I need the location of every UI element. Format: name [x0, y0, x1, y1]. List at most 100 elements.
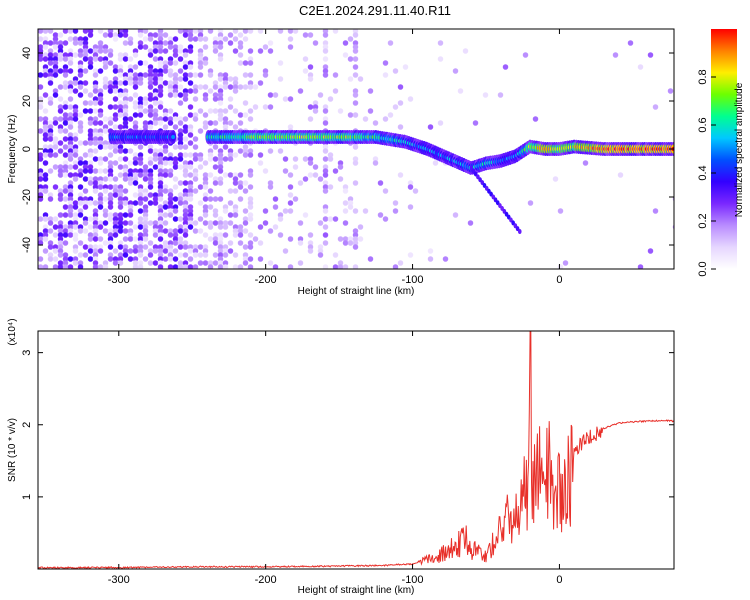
spectrogram-cell: [222, 204, 229, 210]
spectrogram-cell: [72, 40, 79, 46]
spectrogram-cell: [112, 64, 119, 70]
spectrogram-cell: [162, 248, 169, 254]
spectrogram-cell: [177, 264, 184, 269]
spectrogram-cell: [612, 52, 619, 58]
spectrogram-cell: [52, 184, 59, 190]
spectrogram-cell: [217, 92, 224, 98]
spectrogram-cell: [77, 156, 84, 162]
spectrogram-cell: [342, 236, 349, 242]
spectrogram-cell: [202, 204, 209, 210]
spectrogram-cell: [322, 116, 329, 122]
spectrogram-cell: [87, 148, 94, 154]
spectrogram-cell: [137, 216, 144, 222]
spectrogram-cell: [162, 212, 169, 218]
spectrogram-cell: [87, 236, 94, 242]
spectrogram-cell: [147, 112, 154, 118]
spectrogram-cell: [52, 44, 59, 50]
spectrogram-cell: [57, 128, 64, 134]
spectrogram-cell: [307, 160, 314, 166]
spectrogram-cell: [177, 200, 184, 206]
spectrogram-cell: [87, 128, 94, 134]
spectrogram-cell: [52, 152, 59, 158]
spectrogram-cell: [247, 200, 254, 206]
spectrogram-cell: [42, 116, 49, 122]
spectrogram-cell: [57, 228, 64, 234]
spectrogram-cell: [217, 224, 224, 230]
spectrogram-cell: [132, 84, 139, 90]
spectrogram-cell: [227, 172, 234, 178]
spectrogram-cell: [87, 160, 94, 166]
spectrogram-cell: [97, 140, 104, 146]
spectrogram-cell: [67, 200, 74, 206]
spectrogram-cell: [152, 260, 159, 266]
spectrogram-cell: [247, 80, 254, 86]
spectrogram-cell: [212, 260, 219, 266]
spectrogram-cell: [132, 80, 139, 86]
colorbar-tick-label: 0.8: [697, 69, 709, 84]
spectrogram-cell: [357, 76, 364, 82]
spectrogram-cell: [97, 236, 104, 242]
spectrogram-cell: [307, 76, 314, 82]
spectrogram-cell: [132, 52, 139, 58]
spectrogram-cell: [197, 152, 204, 158]
spectrogram-cell: [197, 156, 204, 162]
spectrogram-cell: [62, 56, 69, 62]
spectrogram-cell: [352, 56, 359, 62]
spectrogram-cell: [67, 212, 74, 218]
spectrogram-cell: [112, 192, 119, 198]
spectrogram-cell: [247, 56, 254, 62]
spectrogram-cell: [232, 228, 239, 234]
spectrogram-cell: [222, 252, 229, 258]
spectrogram-cell: [117, 184, 124, 190]
spectrogram-cell: [167, 36, 174, 42]
spectrogram-cell: [352, 244, 359, 250]
spectrogram-cell: [242, 29, 249, 34]
spectrogram-cell: [177, 144, 184, 150]
spectrogram-cell: [77, 72, 84, 78]
spectrogram-cell: [162, 168, 169, 174]
spectrogram-cell: [92, 156, 99, 162]
spectrogram-cell: [307, 116, 314, 122]
spectrogram-cell: [557, 208, 564, 214]
spectrogram-cell: [382, 72, 389, 78]
spectrogram-cell: [42, 172, 49, 178]
spectrogram-cell: [182, 160, 189, 166]
spectrogram-cell: [267, 228, 274, 234]
spectrogram-cell: [322, 180, 329, 186]
spectrogram-cell: [62, 172, 69, 178]
spectrogram-cell: [132, 64, 139, 70]
spectrogram-cell: [307, 64, 314, 70]
spectrogram-cell: [57, 148, 64, 154]
spectrogram-cell: [187, 36, 194, 42]
spectrogram-cell: [232, 48, 239, 54]
spectrogram-cell: [212, 156, 219, 162]
colorbar-gradient: [711, 29, 737, 269]
spectrogram-cell: [82, 36, 89, 42]
spectrogram-cell: [47, 96, 54, 102]
spectrogram-cell: [97, 29, 104, 34]
spectrogram-cell: [82, 220, 89, 226]
spectrogram-cell: [38, 156, 44, 162]
spectrogram-cell: [197, 228, 204, 234]
spectrogram-cell: [77, 140, 84, 146]
spectrogram-cell: [77, 252, 84, 258]
spectrogram-cell: [152, 116, 159, 122]
snr-panel: -300 -200 -100 0 123 Height of straight lin…: [7, 318, 675, 596]
spectrogram-cell: [167, 40, 174, 46]
spectrogram-cell: [352, 156, 359, 162]
spectrogram-cell: [377, 180, 384, 186]
spectrogram-cell: [397, 124, 404, 130]
spectrogram-cell: [157, 176, 164, 182]
spectrogram-cell: [132, 112, 139, 118]
spectrogram-cell: [147, 124, 154, 130]
spectrogram-cell: [182, 136, 189, 142]
spectrogram-cell: [157, 32, 164, 38]
spectrogram-cell: [167, 84, 174, 90]
spectrogram-cell: [322, 164, 329, 170]
spectrogram-cell: [137, 96, 144, 102]
spectrogram-cell: [42, 264, 49, 269]
spectrogram-cell: [142, 204, 149, 210]
spectrogram-cell: [157, 192, 164, 198]
colorbar-tick-label: 0.4: [697, 165, 709, 180]
spectrogram-cell: [47, 256, 54, 262]
